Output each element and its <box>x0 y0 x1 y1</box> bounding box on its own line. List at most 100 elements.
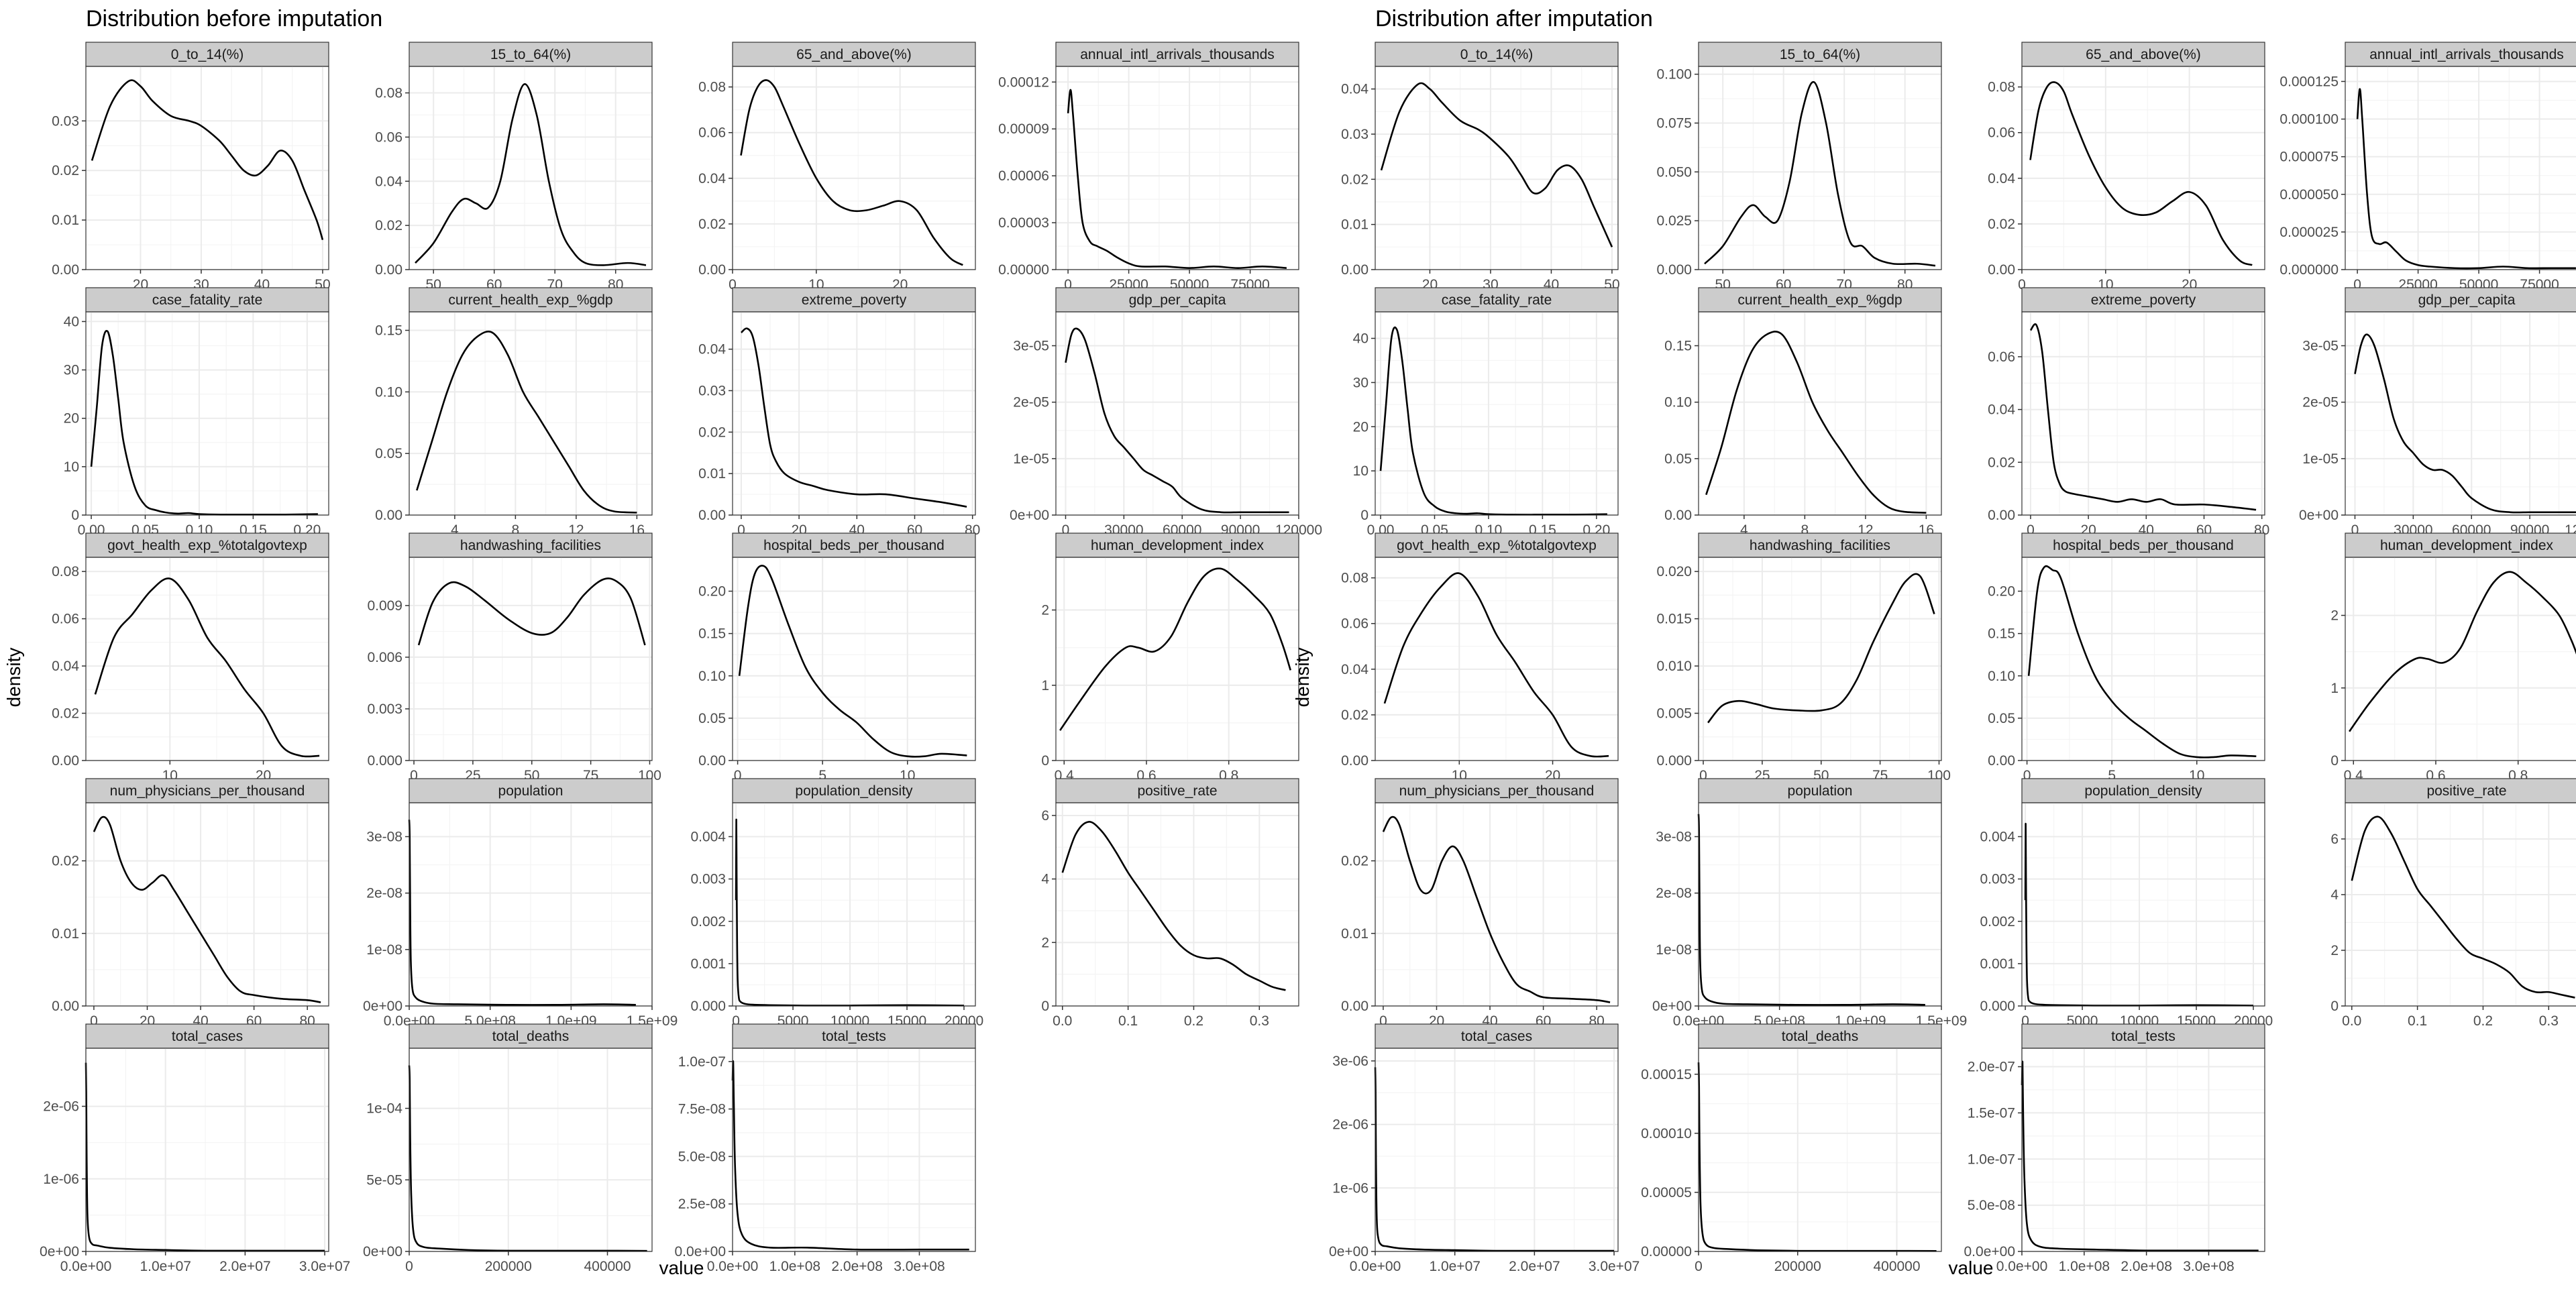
y-tick-label: 0.20 <box>1988 584 2015 600</box>
y-tick-label: 0.06 <box>52 612 79 627</box>
density-curve <box>2029 81 2253 266</box>
y-tick-label: 0.000025 <box>2279 225 2339 240</box>
x-tick-label: 200000 <box>1774 1259 1821 1274</box>
facet-plot-border <box>2345 802 2576 1007</box>
facet-label: annual_intl_arrivals_thousands <box>1080 47 1275 62</box>
y-tick-label: 0.003 <box>1980 872 2015 887</box>
y-tick-label: 20 <box>64 411 79 427</box>
facet-strip <box>732 778 976 803</box>
density-curve <box>85 1062 325 1252</box>
density-curve <box>2021 1060 2259 1252</box>
y-tick-label: 0.02 <box>1341 172 1368 187</box>
facet-plot-border <box>1055 66 1299 270</box>
x-tick-label: 0 <box>1379 1013 1387 1029</box>
y-tick-label: 2e-08 <box>366 886 402 901</box>
density-curve <box>2024 823 2254 1007</box>
facet-plot-border <box>2345 66 2576 270</box>
y-tick-label: 0e+00 <box>1329 1244 1368 1259</box>
y-tick-label: 0.00012 <box>998 74 1049 90</box>
facet-65_and_above(%): 65_and_above(%)0 10 200.000.020.040.060.08 <box>698 42 976 292</box>
y-tick-label: 0.100 <box>1656 67 1692 82</box>
y-tick-label: 1 <box>2330 681 2339 696</box>
density-curve <box>1065 327 1289 514</box>
facet-plot-border <box>1698 1048 1942 1252</box>
density-curve <box>741 327 967 508</box>
y-tick-label: 0.000000 <box>2279 262 2339 278</box>
y-tick-label: 0.000 <box>1656 753 1692 769</box>
x-tick-label: 200000 <box>485 1259 532 1274</box>
y-tick-label: 0.004 <box>1980 830 2015 845</box>
density-curve <box>90 330 318 516</box>
facet-total_tests: total_tests 0.0e+00 1.0e+08 2.0e+08 3.0e+08 0… <box>675 1023 976 1274</box>
y-tick-label: 3e-08 <box>1656 830 1692 845</box>
facet-label: population <box>1788 783 1853 799</box>
density-curve <box>1697 1062 1937 1252</box>
facet-plot-border <box>2021 66 2265 270</box>
y-tick-label: 0.00006 <box>998 168 1049 184</box>
x-tick-label: 0.1 <box>2408 1013 2427 1029</box>
x-tick-label: 0.1 <box>1118 1013 1138 1029</box>
y-tick-label: 1e-05 <box>2302 451 2339 467</box>
x-tick-label: 8 <box>1801 522 1809 538</box>
facet-label: human_development_index <box>2380 538 2554 553</box>
y-tick-label: 3e-08 <box>366 830 402 845</box>
density-curve <box>2029 323 2257 511</box>
facet-label: 65_and_above(%) <box>2086 47 2201 62</box>
x-tick-label: 0.2 <box>1184 1013 1203 1029</box>
y-tick-label: 0.05 <box>1664 451 1692 467</box>
facet-label: 15_to_64(%) <box>490 47 571 62</box>
y-tick-label: 0.01 <box>698 466 726 482</box>
y-tick-label: 0.00010 <box>1641 1126 1692 1141</box>
x-tick-label: 0.0e+00 <box>707 1259 759 1274</box>
y-tick-label: 1e-06 <box>1332 1180 1368 1196</box>
facet-plot-border <box>1698 802 1942 1007</box>
facet-strip <box>2345 287 2576 313</box>
facet-plot-border <box>1375 802 1619 1007</box>
x-tick-label: 1.0e+08 <box>2059 1259 2110 1274</box>
x-tick-label: 0 <box>1062 522 1070 538</box>
y-tick-label: 0.00 <box>52 753 79 769</box>
facet-label: 15_to_64(%) <box>1780 47 1860 62</box>
facet-15_to_64(%): 15_to_64(%)50 60 70 800.000.020.040.060.08 <box>375 42 653 292</box>
y-tick-label: 0.00 <box>1341 262 1368 278</box>
y-tick-label: 0.08 <box>375 86 402 101</box>
y-tick-label: 1e-05 <box>1013 451 1049 467</box>
y-tick-label: 0.001 <box>690 956 726 972</box>
facet-label: total_tests <box>2111 1029 2176 1044</box>
y-tick-label: 0.000 <box>1656 262 1692 278</box>
facet-label: total_cases <box>172 1029 243 1044</box>
facet-15_to_64(%): 15_to_64(%)50 60 70 800.0000.0250.0500.0750… <box>1656 42 1942 292</box>
facet-plot-border <box>85 311 329 516</box>
y-tick-label: 0e+00 <box>40 1244 79 1259</box>
facet-plot-border <box>409 1048 653 1252</box>
x-tick-label: 0 <box>1695 1259 1703 1274</box>
facet-plot-border <box>85 557 329 761</box>
y-tick-label: 2.0e-07 <box>1968 1060 2015 1075</box>
x-tick-label: 0 <box>1064 277 1072 292</box>
facet-label: current_health_exp_%gdp <box>448 292 612 308</box>
facet-plot-border <box>732 802 976 1007</box>
facet-label: total_tests <box>822 1029 886 1044</box>
y-tick-label: 40 <box>64 314 79 329</box>
y-tick-label: 0.00 <box>52 999 79 1014</box>
facet-plot-border <box>2021 311 2265 516</box>
facet-strip <box>2021 778 2265 803</box>
y-tick-label: 0.06 <box>375 129 402 145</box>
y-tick-label: 30 <box>1353 375 1368 390</box>
facet-label: 0_to_14(%) <box>171 47 244 62</box>
y-tick-label: 0.04 <box>52 659 79 674</box>
y-tick-label: 0.050 <box>1656 164 1692 180</box>
y-tick-label: 0.003 <box>367 701 402 717</box>
y-tick-label: 0.010 <box>1656 659 1692 674</box>
y-tick-label: 0.06 <box>698 125 726 141</box>
y-tick-label: 0.02 <box>698 425 726 440</box>
